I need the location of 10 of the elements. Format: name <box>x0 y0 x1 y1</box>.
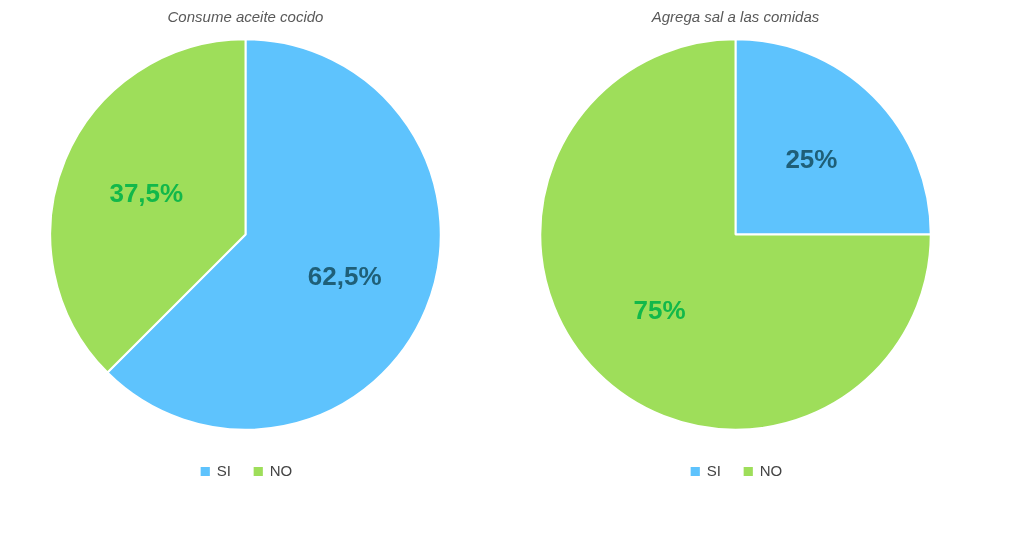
chart-title: Agrega sal a las comidas <box>650 7 820 25</box>
legend-label: NO <box>269 462 293 479</box>
chart-title: Consume aceite cocido <box>167 7 324 25</box>
data-label: 75% <box>633 295 686 326</box>
data-label: 62,5% <box>307 260 382 291</box>
data-label: 25% <box>785 143 838 174</box>
legend-label: SI <box>706 462 722 479</box>
legend-label: NO <box>759 462 783 479</box>
legend-label: SI <box>216 462 232 479</box>
data-label: 37,5% <box>109 178 184 209</box>
